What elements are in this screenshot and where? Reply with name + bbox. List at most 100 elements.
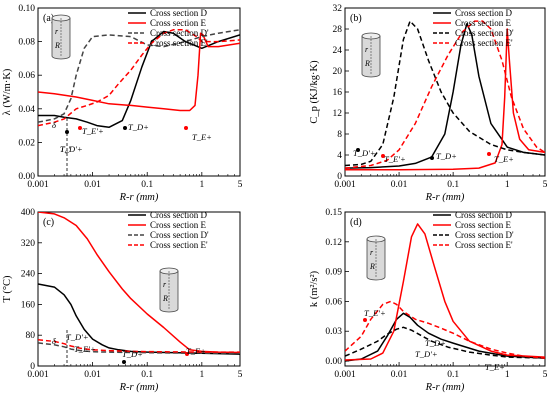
legend-label: Cross section D: [150, 210, 207, 220]
annotation-label: T_E'+: [74, 344, 96, 354]
inset-r-label: r: [370, 248, 374, 257]
panel-letter: (d): [350, 217, 362, 228]
panel-c: 0.001 0.01 0.1 1 5 0 80 160 240 320 400 R-r (mm) T (…: [2, 208, 243, 393]
legend-label: Cross section E': [455, 38, 513, 48]
y-tick-label: 160: [21, 300, 36, 310]
series-line-3: [345, 20, 545, 167]
panel-letter: (b): [350, 13, 362, 24]
annotation-label: T_D+: [425, 338, 446, 348]
annotation-marker: [356, 148, 360, 152]
cylinder-body: [361, 36, 381, 78]
x-tick-label: 0.1: [447, 370, 459, 380]
y-tick-label: 0.12: [325, 238, 342, 248]
panel-letter: (c): [43, 217, 54, 228]
y-tick-label: 32: [333, 4, 343, 14]
series-line-4: [345, 300, 545, 359]
annotation-label: δ: [52, 120, 57, 130]
x-tick-label: 5: [543, 370, 548, 380]
annotation: T_E'+: [381, 154, 406, 164]
y-tick-label: 28: [333, 25, 343, 35]
annotation: T_D+: [425, 338, 446, 348]
legend-label: Cross section D': [150, 28, 209, 38]
cylinder-inset: rR: [159, 267, 179, 313]
y-axis-title: k (m²/s²): [309, 270, 320, 307]
annotation: T_E+: [485, 362, 505, 372]
y-tick-label: 0.10: [18, 4, 35, 14]
x-tick-label: 5: [543, 180, 548, 190]
series-group: [345, 223, 545, 362]
annotation-label: T_E'+: [82, 126, 104, 136]
y-tick-label: 24: [333, 46, 343, 56]
x-tick-label: 0.1: [447, 180, 459, 190]
series-group: [38, 29, 240, 129]
y-tick-label: 0.06: [18, 71, 35, 81]
series-group: [345, 20, 545, 171]
annotation: T_E'+: [74, 344, 96, 354]
annotation-label: T_D'+: [415, 349, 438, 359]
series-line-3: [38, 342, 240, 355]
panel-d: 0.001 0.01 0.1 1 5 0.00 0.03 0.06 0.09 0.12 0.15 R-…: [309, 208, 548, 393]
annotation: T_E+: [487, 152, 514, 164]
annotation-label: T_D'+: [66, 332, 89, 342]
annotation-label: T_D'+: [60, 144, 83, 154]
y-axis-title: T (°C): [2, 275, 13, 303]
legend-label: Cross section E: [150, 220, 206, 230]
y-tick-label: 0.08: [18, 38, 35, 48]
x-tick-label: 1: [199, 180, 204, 190]
y-axis-title: λ (W/m·K): [2, 68, 13, 115]
x-tick-label: 1: [199, 370, 204, 380]
panel-a: 0.001 0.01 0.1 1 5 0.00 0.02 0.04 0.06 0.08 0.10 R-…: [2, 4, 243, 203]
annotation-marker: [184, 126, 188, 130]
y-tick-label: 0.00: [325, 357, 342, 367]
y-tick-label: 400: [21, 208, 36, 218]
x-tick-label: 0.001: [27, 370, 49, 380]
legend-label: Cross section D': [455, 28, 514, 38]
legend-label: Cross section E: [150, 18, 206, 28]
y-tick-label: 240: [21, 270, 36, 280]
x-tick-label: 0.001: [27, 180, 49, 190]
legend-label: Cross section D: [455, 210, 512, 220]
annotation-label: T_D+: [436, 151, 457, 161]
series-line-1: [38, 30, 240, 129]
annotation-label: T_E+: [485, 362, 505, 372]
x-axis-title: R-r (mm): [425, 382, 465, 393]
legend-label: Cross section D': [455, 230, 514, 240]
inset-R-label: R: [54, 41, 60, 50]
y-tick-label: 0.09: [325, 268, 342, 278]
annotation-marker: [123, 126, 127, 130]
annotation: T_D+: [430, 151, 457, 161]
x-tick-label: 0.001: [334, 370, 356, 380]
x-tick-label: 5: [238, 180, 243, 190]
annotation-label: T_E+: [192, 132, 212, 142]
inset-r-label: r: [365, 45, 369, 54]
annotation-label: T_E+: [186, 346, 206, 356]
series-line-4: [38, 29, 240, 127]
series-line-2: [345, 28, 545, 171]
legend-label: Cross section E': [455, 240, 513, 250]
annotation-marker: [430, 156, 434, 160]
legend-label: Cross section E: [455, 18, 511, 28]
annotation-label: T_E+: [494, 154, 514, 164]
y-tick-label: 16: [333, 88, 343, 98]
annotation: T_D'+: [66, 332, 89, 342]
annotation-label: T_E'+: [384, 154, 406, 164]
annotation: T_E'+: [363, 308, 386, 322]
y-tick-label: 320: [21, 239, 36, 249]
inset-R-label: R: [364, 59, 370, 68]
x-tick-label: 0.01: [391, 370, 408, 380]
x-axis-title: R-r (mm): [425, 192, 465, 203]
annotation-marker: [185, 352, 189, 356]
annotation: T_E'+: [78, 126, 104, 136]
y-tick-label: 20: [333, 67, 343, 77]
series-line-3: [345, 326, 545, 359]
x-tick-label: 0.001: [334, 180, 356, 190]
y-tick-label: 0.06: [325, 297, 342, 307]
x-tick-label: 1: [505, 180, 510, 190]
annotation: T_D'+: [60, 144, 83, 154]
annotation-label: T_D'+: [353, 148, 376, 158]
series-line-2: [38, 212, 240, 354]
